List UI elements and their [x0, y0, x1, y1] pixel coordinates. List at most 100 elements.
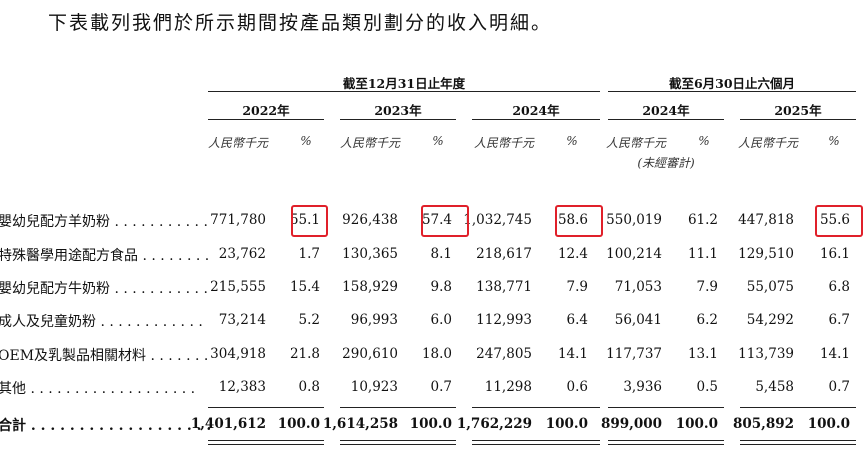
- year-rule-2024-interim: [608, 119, 724, 120]
- amount-cell: 112,993: [476, 312, 532, 328]
- percent-cell: 0.5: [696, 379, 718, 395]
- total-double-rule: [472, 444, 600, 445]
- percent-cell: 6.4: [566, 312, 588, 328]
- row-label: 特殊醫學用途配方食品 . . . . . . . .: [0, 248, 210, 264]
- total-double-rule: [472, 440, 600, 441]
- amount-cell: 1,614,258: [322, 416, 398, 432]
- percent-cell: 16.1: [819, 246, 850, 262]
- amount-cell: 5,458: [755, 379, 794, 395]
- percent-cell: 7.9: [566, 279, 588, 295]
- percent-cell: 0.6: [566, 379, 588, 395]
- year-rule-2023: [340, 119, 456, 120]
- amount-cell: 447,818: [738, 212, 794, 228]
- row-label: OEM及乳製品相關材料 . . . . . . .: [0, 348, 209, 364]
- unit-rmb-2024-interim: 人民幣千元: [606, 136, 667, 150]
- unit-rmb-2023: 人民幣千元: [340, 136, 401, 150]
- total-double-rule: [340, 444, 456, 445]
- percent-cell: 58.6: [557, 212, 588, 228]
- amount-cell: 247,805: [476, 346, 532, 362]
- amount-cell: 11,298: [484, 379, 532, 395]
- percent-cell: 6.7: [828, 312, 850, 328]
- year-header-2024: 2024年: [512, 103, 560, 118]
- amount-cell: 158,929: [342, 279, 398, 295]
- amount-cell: 23,762: [218, 246, 266, 262]
- amount-cell: 899,000: [600, 416, 662, 432]
- total-top-rule: [208, 407, 324, 408]
- percent-cell: 15.4: [289, 279, 320, 295]
- total-double-rule: [208, 440, 324, 441]
- group-header-interim: 截至6月30日止六個月: [668, 76, 796, 91]
- year-header-2022: 2022年: [242, 103, 290, 118]
- row-label: 嬰幼兒配方羊奶粉 . . . . . . . . . . .: [0, 214, 208, 230]
- percent-cell: 5.2: [298, 312, 320, 328]
- unit-rmb-2025: 人民幣千元: [738, 136, 799, 150]
- amount-cell: 54,292: [746, 312, 794, 328]
- amount-cell: 304,918: [210, 346, 266, 362]
- total-top-rule: [608, 407, 724, 408]
- amount-cell: 771,780: [210, 212, 266, 228]
- percent-cell: 7.9: [696, 279, 718, 295]
- unit-pct-2023: %: [432, 134, 444, 148]
- amount-cell: 12,383: [218, 379, 266, 395]
- amount-cell: 100,214: [606, 246, 662, 262]
- total-double-rule: [740, 444, 856, 445]
- percent-cell: 100.0: [545, 416, 588, 432]
- percent-cell: 21.8: [289, 346, 320, 362]
- amount-cell: 129,510: [738, 246, 794, 262]
- row-label: 其他 . . . . . . . . . . . . . . . . . . .: [0, 381, 196, 397]
- unit-rmb-2022: 人民幣千元: [208, 136, 269, 150]
- amount-cell: 1,032,745: [463, 212, 532, 228]
- percent-cell: 0.7: [430, 379, 452, 395]
- amount-cell: 10,923: [350, 379, 398, 395]
- percent-cell: 100.0: [675, 416, 718, 432]
- highlight-box-2025: [815, 205, 863, 237]
- percent-cell: 1.7: [298, 246, 320, 262]
- amount-cell: 550,019: [606, 212, 662, 228]
- percent-cell: 100.0: [807, 416, 850, 432]
- highlight-box-2022: [291, 205, 328, 237]
- group-rule-interim: [608, 91, 856, 92]
- percent-cell: 57.4: [421, 212, 452, 228]
- unit-pct-2025: %: [828, 134, 840, 148]
- amount-cell: 55,075: [746, 279, 794, 295]
- amount-cell: 1,762,229: [456, 416, 532, 432]
- amount-cell: 805,892: [732, 416, 794, 432]
- row-label: 嬰幼兒配方牛奶粉 . . . . . . . . . . .: [0, 281, 208, 297]
- row-label: 合計 . . . . . . . . . . . . . . . . . . .: [0, 418, 212, 434]
- group-header-annual: 截至12月31日止年度: [342, 76, 466, 91]
- amount-cell: 926,438: [342, 212, 398, 228]
- total-top-rule: [472, 407, 600, 408]
- year-rule-2022: [208, 119, 324, 120]
- unit-pct-2024: %: [566, 134, 578, 148]
- percent-cell: 8.1: [430, 246, 452, 262]
- total-double-rule: [340, 440, 456, 441]
- year-header-2025: 2025年: [774, 103, 822, 118]
- total-double-rule: [208, 444, 324, 445]
- percent-cell: 14.1: [819, 346, 850, 362]
- group-rule-annual: [208, 91, 600, 92]
- amount-cell: 56,041: [614, 312, 662, 328]
- amount-cell: 96,993: [350, 312, 398, 328]
- percent-cell: 9.8: [430, 279, 452, 295]
- percent-cell: 14.1: [557, 346, 588, 362]
- amount-cell: 138,771: [476, 279, 532, 295]
- highlight-box-2023: [421, 205, 469, 237]
- amount-cell: 71,053: [614, 279, 662, 295]
- unit-pct-2022: %: [300, 134, 312, 148]
- total-top-rule: [340, 407, 456, 408]
- amount-cell: 73,214: [218, 312, 266, 328]
- total-top-rule: [740, 407, 856, 408]
- percent-cell: 0.8: [298, 379, 320, 395]
- year-header-2024-interim: 2024年: [642, 103, 690, 118]
- year-rule-2025: [740, 119, 856, 120]
- amount-cell: 1,401,612: [190, 416, 266, 432]
- percent-cell: 0.7: [828, 379, 850, 395]
- percent-cell: 6.0: [430, 312, 452, 328]
- unit-unaudited: (未經審計): [637, 156, 695, 170]
- total-double-rule: [740, 440, 856, 441]
- percent-cell: 55.1: [289, 212, 320, 228]
- percent-cell: 100.0: [409, 416, 452, 432]
- row-label: 成人及兒童奶粉 . . . . . . . . . . . .: [0, 314, 203, 330]
- total-double-rule: [608, 444, 724, 445]
- percent-cell: 100.0: [277, 416, 320, 432]
